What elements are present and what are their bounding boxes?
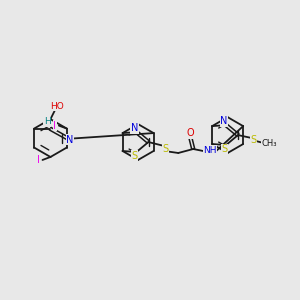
Text: N: N bbox=[131, 123, 138, 133]
Text: NH: NH bbox=[203, 146, 217, 154]
Text: S: S bbox=[251, 135, 257, 145]
Text: N: N bbox=[66, 134, 74, 145]
Text: H: H bbox=[44, 117, 50, 126]
Text: I: I bbox=[53, 121, 56, 130]
Text: CH₃: CH₃ bbox=[261, 139, 277, 148]
Text: S: S bbox=[131, 151, 137, 161]
Text: S: S bbox=[221, 144, 227, 154]
Text: I: I bbox=[37, 155, 40, 165]
Text: O: O bbox=[186, 128, 194, 138]
Text: S: S bbox=[162, 144, 168, 154]
Text: HO: HO bbox=[51, 102, 64, 111]
Text: N: N bbox=[220, 116, 228, 126]
